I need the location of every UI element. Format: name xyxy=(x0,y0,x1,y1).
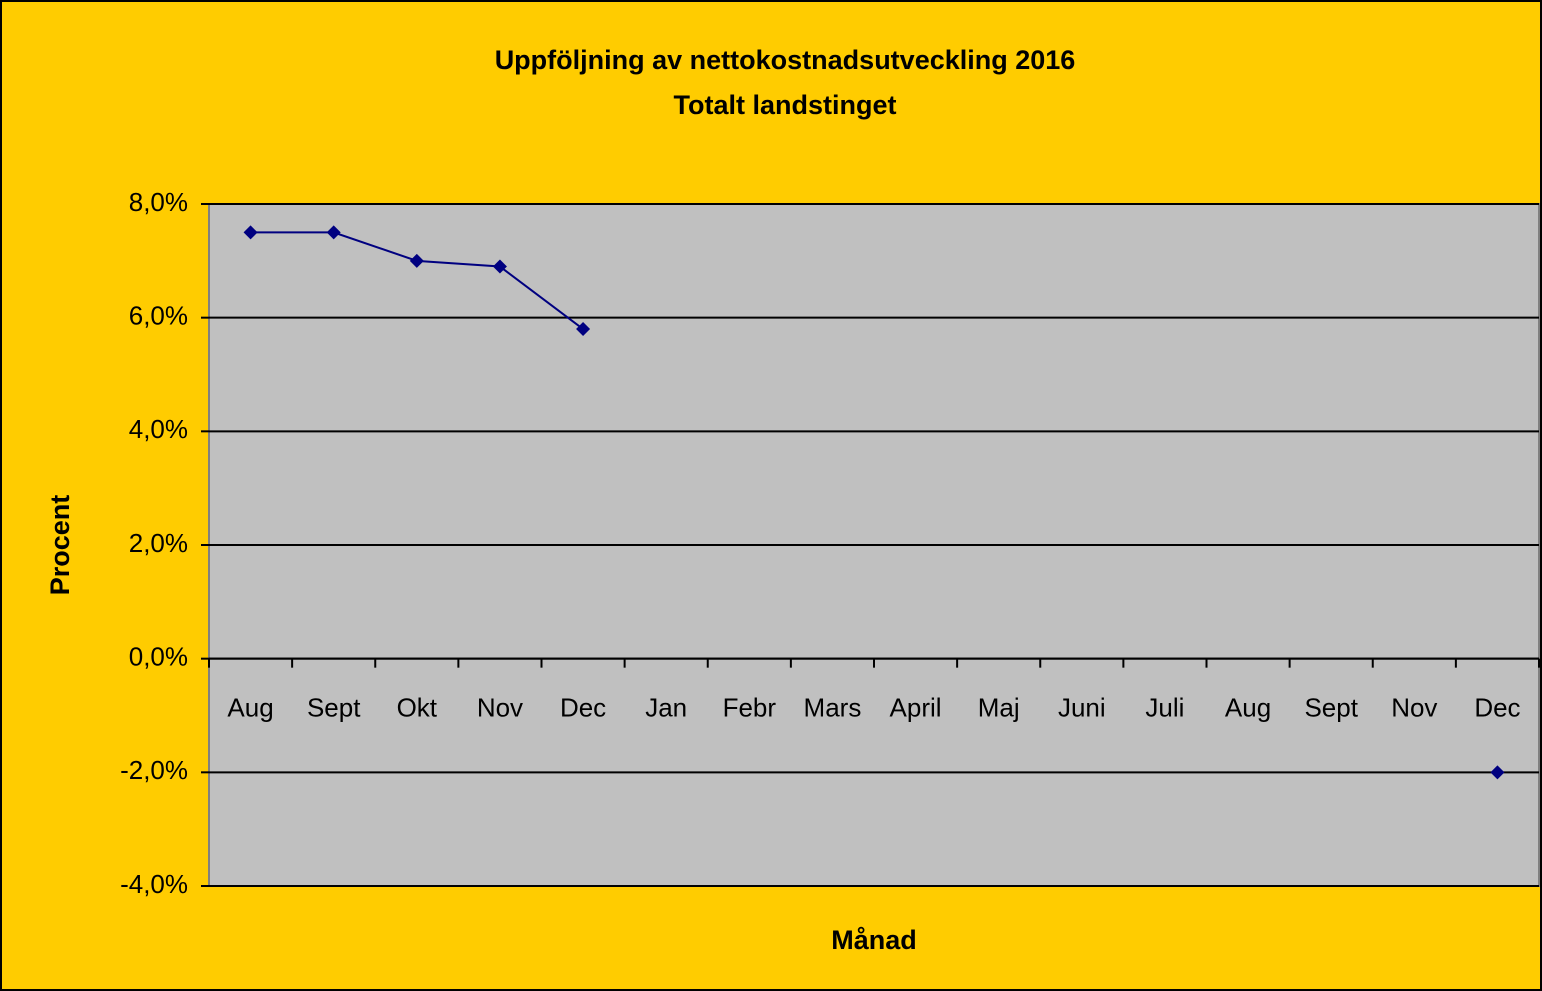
x-tick-label: Sept xyxy=(1304,693,1358,723)
y-tick-label: -4,0% xyxy=(120,869,188,899)
x-tick-label: Maj xyxy=(978,693,1020,723)
data-point xyxy=(326,225,341,240)
y-tick-label: 8,0% xyxy=(129,187,188,217)
chart-subtitle: Totalt landstinget xyxy=(674,90,897,120)
y-tick-label: -2,0% xyxy=(120,755,188,785)
x-tick-label: Dec xyxy=(1474,693,1520,723)
x-tick-label: Febr xyxy=(723,693,777,723)
x-tick-label: Aug xyxy=(227,693,273,723)
x-tick-label: Okt xyxy=(397,693,438,723)
x-tick-label: Dec xyxy=(560,693,606,723)
y-tick-label: 2,0% xyxy=(129,528,188,558)
x-tick-label: April xyxy=(890,693,942,723)
x-tick-label: Sept xyxy=(307,693,361,723)
y-tick-label: 6,0% xyxy=(129,301,188,331)
data-point xyxy=(576,322,591,337)
data-point xyxy=(243,225,258,240)
x-tick-label: Juli xyxy=(1145,693,1184,723)
y-tick-label: 4,0% xyxy=(129,414,188,444)
chart-title: Uppföljning av nettokostnadsutveckling 2… xyxy=(495,45,1076,75)
data-point xyxy=(1490,765,1505,780)
x-tick-label: Aug xyxy=(1225,693,1271,723)
y-axis-label: Procent xyxy=(45,495,75,596)
x-tick-label: Mars xyxy=(804,693,862,723)
x-axis-label: Månad xyxy=(831,925,917,955)
data-point xyxy=(492,259,507,274)
x-tick-label: Jan xyxy=(645,693,687,723)
x-tick-label: Juni xyxy=(1058,693,1106,723)
x-tick-label: Nov xyxy=(477,693,523,723)
x-tick-label: Nov xyxy=(1391,693,1437,723)
y-tick-label: 0,0% xyxy=(129,642,188,672)
data-point xyxy=(409,253,424,268)
